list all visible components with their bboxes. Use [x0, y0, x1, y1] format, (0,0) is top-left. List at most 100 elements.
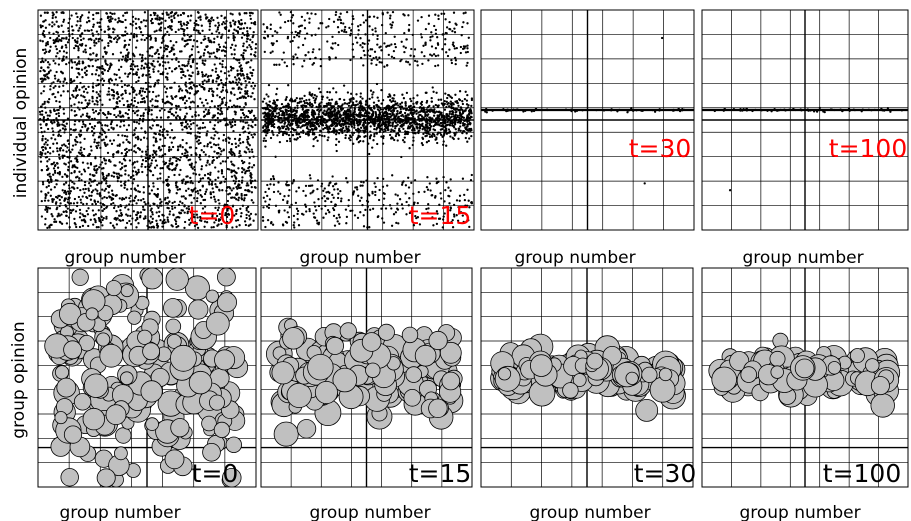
- opinion-point: [107, 87, 111, 90]
- opinion-point: [251, 150, 254, 154]
- opinion-point: [173, 168, 177, 171]
- opinion-point: [233, 120, 237, 123]
- opinion-point: [170, 103, 174, 106]
- opinion-point: [54, 95, 57, 99]
- opinion-point: [92, 52, 95, 55]
- opinion-point: [223, 204, 226, 207]
- opinion-point: [100, 133, 104, 136]
- opinion-point: [116, 177, 120, 180]
- opinion-point: [247, 210, 250, 214]
- opinion-point: [135, 80, 138, 84]
- opinion-point: [134, 127, 137, 130]
- opinion-point: [390, 43, 393, 46]
- opinion-point: [116, 144, 119, 147]
- opinion-point: [365, 199, 369, 203]
- opinion-point: [376, 58, 379, 61]
- opinion-point: [76, 201, 79, 204]
- opinion-point: [54, 16, 57, 19]
- opinion-point: [221, 101, 224, 105]
- opinion-point: [208, 183, 211, 186]
- opinion-point: [240, 36, 244, 39]
- opinion-point: [165, 11, 168, 14]
- opinion-point: [85, 129, 89, 132]
- opinion-point: [155, 95, 158, 98]
- opinion-point: [120, 80, 123, 83]
- opinion-point: [462, 12, 465, 15]
- opinion-point: [247, 224, 250, 227]
- opinion-point: [129, 194, 132, 198]
- opinion-point: [109, 112, 112, 116]
- opinion-point: [442, 125, 445, 128]
- opinion-point: [347, 198, 350, 202]
- opinion-point: [245, 193, 248, 197]
- opinion-point: [199, 97, 202, 100]
- opinion-point: [348, 101, 351, 105]
- opinion-point: [120, 211, 123, 215]
- opinion-point: [388, 44, 391, 47]
- opinion-point: [127, 43, 131, 46]
- opinion-point: [224, 46, 228, 49]
- opinion-point: [373, 50, 377, 53]
- opinion-point: [126, 112, 129, 116]
- opinion-point: [403, 32, 406, 35]
- opinion-point: [335, 91, 338, 94]
- opinion-point: [340, 197, 343, 200]
- opinion-point: [118, 174, 122, 177]
- opinion-point: [110, 202, 113, 206]
- opinion-point: [44, 196, 47, 200]
- opinion-point: [406, 61, 410, 64]
- opinion-point: [241, 179, 244, 182]
- opinion-point: [167, 220, 170, 223]
- opinion-point: [275, 87, 279, 90]
- opinion-point: [196, 216, 199, 219]
- opinion-point: [325, 26, 328, 29]
- opinion-point: [207, 74, 210, 78]
- opinion-point: [171, 156, 175, 159]
- opinion-point: [112, 139, 116, 142]
- row-label-individual-opinion: individual opinion: [11, 48, 31, 199]
- opinion-point: [96, 66, 99, 69]
- opinion-point: [39, 160, 43, 163]
- opinion-point: [216, 16, 219, 19]
- opinion-point: [451, 226, 455, 229]
- opinion-point: [183, 205, 186, 208]
- opinion-point: [102, 79, 106, 82]
- opinion-point: [180, 195, 183, 198]
- opinion-point: [226, 107, 229, 111]
- opinion-point: [149, 222, 152, 225]
- opinion-point: [351, 133, 354, 137]
- opinion-point: [269, 27, 272, 31]
- opinion-point: [168, 191, 171, 194]
- opinion-point: [225, 139, 228, 143]
- opinion-point: [253, 179, 257, 182]
- opinion-point: [193, 224, 197, 228]
- opinion-point: [139, 199, 143, 202]
- opinion-point: [192, 39, 196, 42]
- opinion-point: [117, 133, 120, 137]
- opinion-point: [403, 136, 406, 139]
- opinion-point: [139, 31, 143, 34]
- opinion-point: [110, 79, 114, 82]
- opinion-point: [226, 207, 229, 211]
- opinion-point: [372, 101, 376, 104]
- opinion-point: [184, 83, 187, 86]
- opinion-point: [215, 80, 218, 83]
- opinion-point: [328, 211, 331, 214]
- opinion-point: [101, 71, 104, 74]
- opinion-point: [141, 159, 145, 162]
- opinion-point: [48, 114, 51, 117]
- opinion-point: [222, 139, 225, 142]
- opinion-point: [101, 188, 104, 191]
- opinion-point: [49, 120, 53, 124]
- opinion-point: [413, 127, 416, 130]
- opinion-point: [183, 102, 187, 105]
- opinion-point: [366, 42, 369, 46]
- opinion-point: [281, 58, 284, 61]
- opinion-point: [456, 101, 459, 105]
- opinion-point: [183, 95, 187, 99]
- opinion-point: [240, 22, 244, 25]
- opinion-point: [407, 105, 411, 108]
- opinion-point: [176, 14, 180, 17]
- opinion-point: [219, 70, 223, 73]
- opinion-point: [205, 132, 208, 136]
